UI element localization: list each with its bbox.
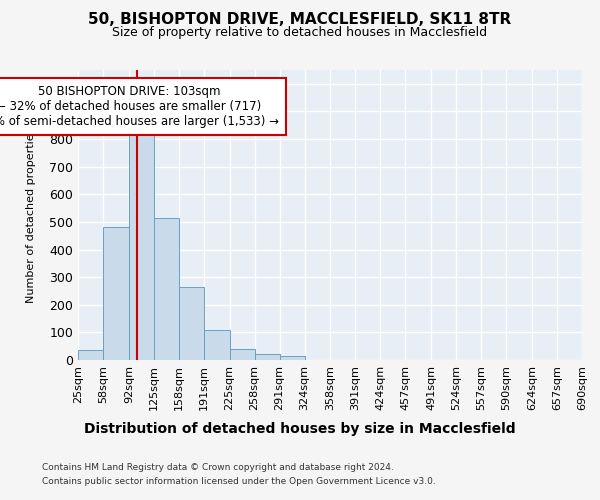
Bar [254,354,280,360]
Bar [280,356,305,360]
Text: 50, BISHOPTON DRIVE, MACCLESFIELD, SK11 8TR: 50, BISHOPTON DRIVE, MACCLESFIELD, SK11 … [88,12,512,28]
Y-axis label: Number of detached properties: Number of detached properties [26,128,36,302]
Bar [78,350,103,360]
Bar [204,330,230,360]
Text: Contains public sector information licensed under the Open Government Licence v3: Contains public sector information licen… [42,478,436,486]
Bar [154,218,179,360]
Text: Contains HM Land Registry data © Crown copyright and database right 2024.: Contains HM Land Registry data © Crown c… [42,462,394,471]
Bar [230,349,254,360]
Bar [129,134,154,360]
Bar [179,287,204,360]
Text: Size of property relative to detached houses in Macclesfield: Size of property relative to detached ho… [112,26,488,39]
Text: Distribution of detached houses by size in Macclesfield: Distribution of detached houses by size … [84,422,516,436]
Bar [103,228,129,360]
Text: 50 BISHOPTON DRIVE: 103sqm
← 32% of detached houses are smaller (717)
68% of sem: 50 BISHOPTON DRIVE: 103sqm ← 32% of deta… [0,85,279,128]
